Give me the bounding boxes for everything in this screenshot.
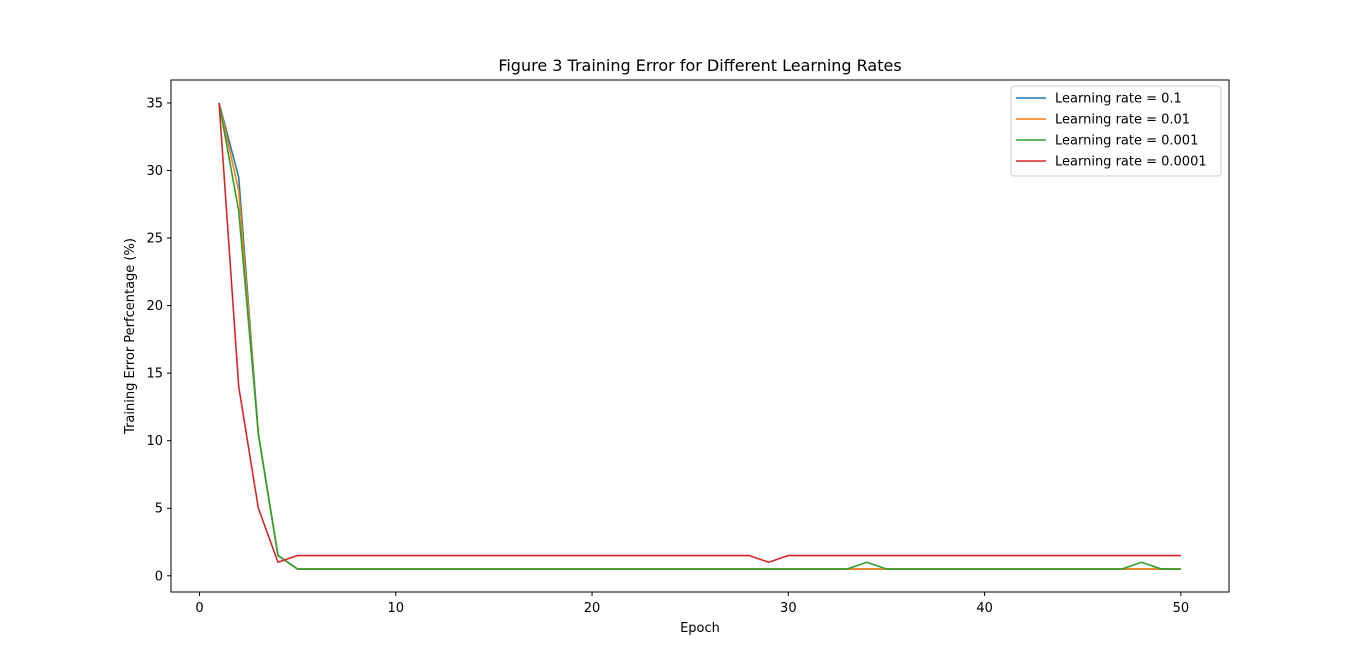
y-tick-label: 35 <box>146 96 163 111</box>
y-tick-label: 25 <box>146 232 163 247</box>
x-tick-label: 10 <box>387 601 404 616</box>
x-tick-label: 20 <box>584 601 601 616</box>
legend-label-0: Learning rate = 0.1 <box>1055 92 1182 107</box>
y-tick-label: 10 <box>146 434 163 449</box>
series-line-2 <box>218 102 1181 570</box>
x-tick-label: 0 <box>195 601 203 616</box>
x-axis-title: Epoch <box>680 621 720 636</box>
x-tick-label: 40 <box>976 601 993 616</box>
y-tick-label: 20 <box>146 299 163 314</box>
chart-title: Figure 3 Training Error for Different Le… <box>498 56 901 75</box>
y-tick-label: 0 <box>155 569 163 584</box>
x-axis-ticks: 0 10 20 30 40 50 <box>195 592 1189 616</box>
y-axis-title: Training Error Perfcentage (%) <box>123 238 138 435</box>
y-tick-label: 30 <box>146 164 163 179</box>
legend-label-2: Learning rate = 0.001 <box>1055 134 1198 149</box>
series-line-3 <box>218 102 1181 564</box>
plot-frame <box>170 79 1230 593</box>
legend-box <box>1010 85 1222 177</box>
series-lines <box>218 102 1181 570</box>
x-tick-label: 30 <box>780 601 797 616</box>
legend-label-3: Learning rate = 0.0001 <box>1055 155 1207 170</box>
legend-label-1: Learning rate = 0.01 <box>1055 113 1190 128</box>
y-tick-label: 15 <box>146 367 163 382</box>
legend: Learning rate = 0.1 Learning rate = 0.01 L… <box>1010 85 1222 177</box>
y-tick-label: 5 <box>155 502 163 517</box>
y-axis-ticks: 0 5 10 15 20 25 30 35 <box>146 96 171 584</box>
x-tick-label: 50 <box>1173 601 1190 616</box>
